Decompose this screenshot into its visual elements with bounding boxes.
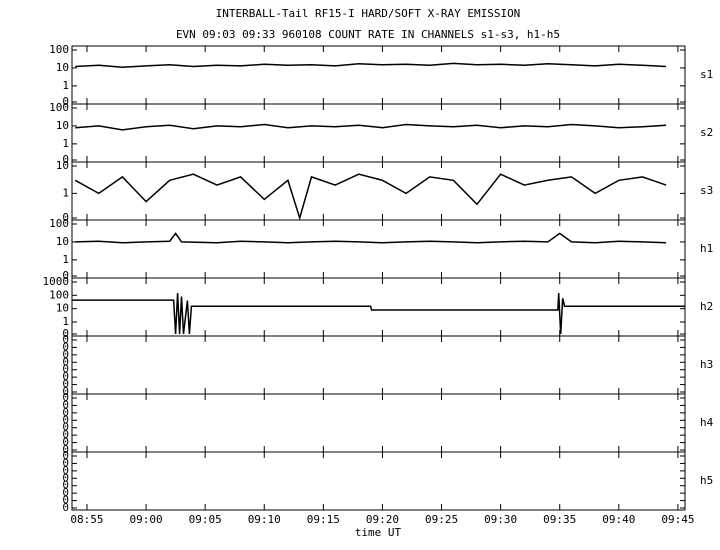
- y-tick-label: 0: [62, 363, 69, 376]
- x-tick-label: 09:10: [248, 513, 281, 526]
- data-line: [72, 292, 685, 335]
- y-tick-label: 1: [62, 137, 69, 150]
- y-tick-label: 0: [62, 443, 69, 456]
- y-tick-label: 1: [62, 186, 69, 199]
- panel-frame: [71, 451, 686, 511]
- x-tick-label: 09:00: [130, 513, 163, 526]
- y-tick-label: 0: [62, 340, 69, 353]
- data-line: [74, 173, 667, 221]
- y-tick-label: 0: [62, 413, 69, 426]
- y-tick-label: 0: [62, 421, 69, 434]
- y-tick-label: 10: [56, 61, 69, 74]
- y-tick-label: 1000: [43, 275, 70, 288]
- panel-name: h4: [700, 416, 714, 429]
- panel-name: s1: [700, 68, 713, 81]
- y-tick-label: 0: [62, 406, 69, 419]
- x-axis-label: time UT: [355, 526, 402, 539]
- y-tick-label: 0: [62, 348, 69, 361]
- y-tick-label: 0: [62, 333, 69, 346]
- y-tick-label: 0: [62, 428, 69, 441]
- y-tick-label: 0: [62, 436, 69, 449]
- x-tick-label: 09:25: [425, 513, 458, 526]
- x-tick-label: 09:30: [484, 513, 517, 526]
- x-tick-label: 09:15: [307, 513, 340, 526]
- y-tick-label: 100: [49, 217, 69, 230]
- panel-name: h3: [700, 358, 713, 371]
- y-tick-label: 0: [62, 391, 69, 404]
- y-tick-label: 10: [56, 159, 69, 172]
- panel-name: s2: [700, 126, 713, 139]
- y-tick-label: 0: [62, 456, 69, 469]
- y-tick-label: 100: [49, 43, 69, 56]
- y-tick-label: 0: [62, 269, 69, 282]
- x-tick-label: 09:45: [661, 513, 694, 526]
- y-tick-label: 1: [62, 79, 69, 92]
- x-tick-label: 09:20: [366, 513, 399, 526]
- y-tick-label: 0: [62, 398, 69, 411]
- y-tick-label: 0: [62, 449, 69, 462]
- chart-subtitle: EVN 09:03 09:33 960108 COUNT RATE IN CHA…: [176, 28, 560, 41]
- panel-name: h1: [700, 242, 713, 255]
- x-tick-label: 09:05: [189, 513, 222, 526]
- panel-name: h2: [700, 300, 713, 313]
- x-tick-label: 08:55: [70, 513, 103, 526]
- y-tick-label: 0: [62, 327, 69, 340]
- y-tick-label: 10: [56, 119, 69, 132]
- y-tick-label: 0: [62, 385, 69, 398]
- y-tick-label: 1: [62, 315, 69, 328]
- y-tick-label: 0: [62, 471, 69, 484]
- y-tick-label: 0: [62, 501, 69, 514]
- y-tick-label: 0: [62, 355, 69, 368]
- y-tick-label: 10: [56, 235, 69, 248]
- data-line: [75, 62, 667, 68]
- y-tick-label: 1: [62, 253, 69, 266]
- y-tick-label: 0: [62, 378, 69, 391]
- y-tick-label: 0: [62, 153, 69, 166]
- y-tick-label: 0: [62, 486, 69, 499]
- y-tick-label: 0: [62, 370, 69, 383]
- y-tick-label: 0: [62, 95, 69, 108]
- y-tick-label: 0: [62, 494, 69, 507]
- y-tick-label: 0: [62, 464, 69, 477]
- y-tick-label: 0: [62, 211, 69, 224]
- x-tick-label: 09:40: [602, 513, 635, 526]
- data-line: [75, 232, 667, 244]
- y-tick-label: 100: [49, 101, 69, 114]
- y-tick-label: 0: [62, 479, 69, 492]
- chart-title: INTERBALL-Tail RF15-I HARD/SOFT X-RAY EM…: [216, 7, 521, 20]
- data-line: [75, 123, 667, 131]
- panel-name: s3: [700, 184, 713, 197]
- panel-name: h5: [700, 474, 713, 487]
- y-tick-label: 10: [56, 302, 69, 315]
- x-tick-label: 09:35: [543, 513, 576, 526]
- y-tick-label: 100: [49, 288, 69, 301]
